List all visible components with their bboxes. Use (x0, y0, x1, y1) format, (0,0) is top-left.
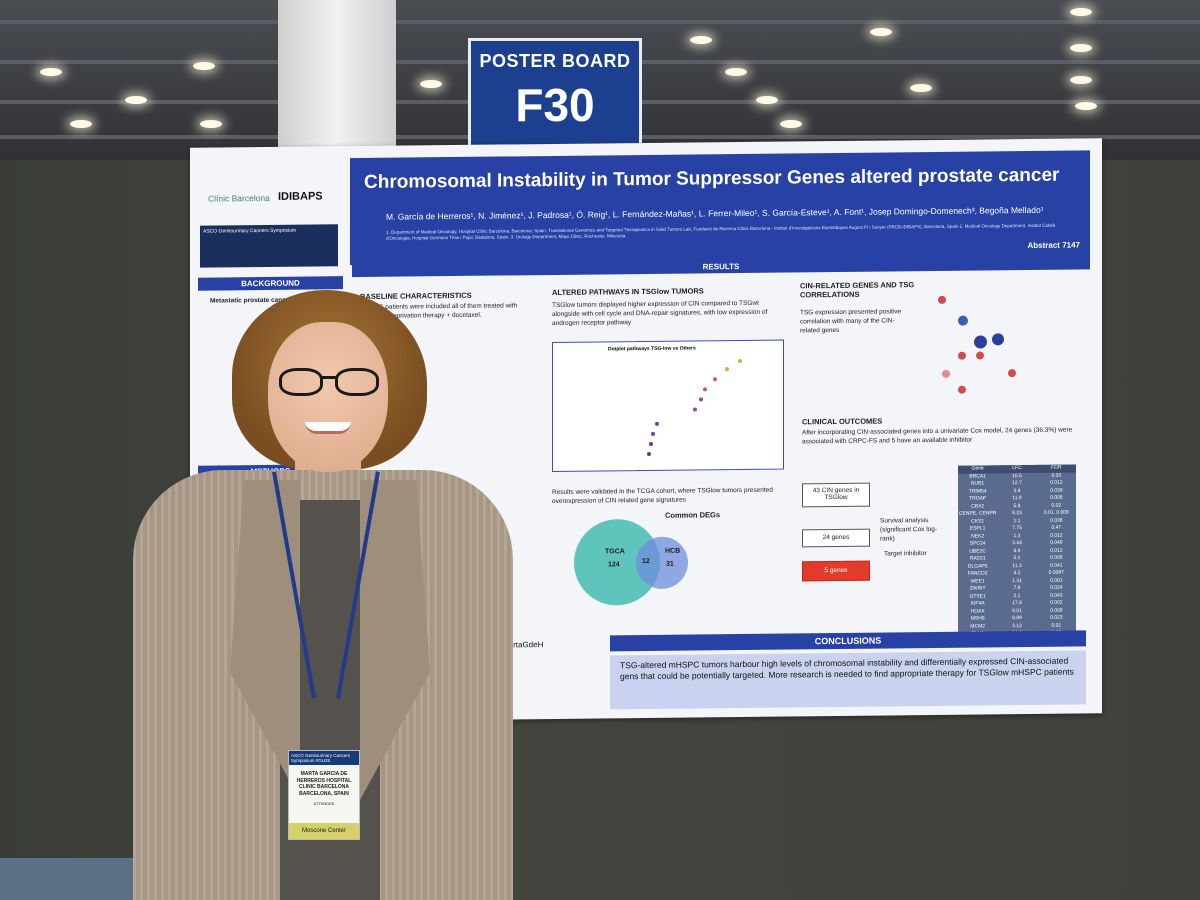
conclusions-text: TSG-altered mHSPC tumors harbour high le… (610, 650, 1086, 710)
altered-pathways-text: TSGlow tumors displayed higher expressio… (552, 299, 768, 327)
glasses-left-lens (279, 368, 323, 396)
flow-box-43-genes: 43 CIN genes in TSGlow (802, 482, 870, 508)
flow-box-5-genes: 5 genes (802, 560, 870, 582)
pillar (278, 0, 396, 150)
conclusions-bar: CONCLUSIONS (610, 630, 1086, 652)
cin-text: TSG expression presented positive correl… (800, 308, 902, 334)
common-degs-label: Common DEGs (665, 510, 721, 520)
baseline-title: BASELINE CHARACTERISTICS (360, 290, 472, 301)
sign-number: F30 (515, 79, 595, 131)
abstract-number: Abstract 7147 (1027, 240, 1080, 251)
badge-footer: Moscone Center (289, 823, 359, 839)
flow-box-24-genes: 24 genes (802, 528, 870, 548)
poster-title: Chromosomal Instability in Tumor Suppres… (364, 164, 1060, 193)
gene-table: Gene LFC FDR BRCA1 10.5 0.03 BUB1 12.7 0.012 TRIM… (958, 464, 1076, 646)
poster-affiliations: 1. Department of Medical Oncology, Hospi… (386, 222, 1056, 242)
clinic-logo: Clínic Barcelona (208, 192, 270, 204)
badge-name: MARTA GARCIA DE HERREROS HOSPITAL CLINIC… (296, 771, 352, 797)
venn-overlap: 12 (642, 557, 650, 566)
badge-role: ATTENDEE (313, 801, 335, 806)
conference-badge: ASCO Genitourinary Cancers Symposium #GU… (288, 750, 360, 840)
dotplot-chart: Dotplot pathways TSG-low vs Others (552, 339, 784, 472)
background-bar: BACKGROUND (198, 276, 343, 291)
glasses-right-lens (335, 368, 379, 396)
smile (305, 422, 351, 434)
validation-text: Results were validated in the TCGA cohor… (552, 486, 773, 505)
asco-logo: ASCO Genitourinary Cancers Symposium (200, 224, 338, 268)
clinical-outcomes-title: CLINICAL OUTCOMES (802, 416, 883, 427)
sign-label: POSTER BOARD (479, 51, 631, 71)
flow-note-survival: Survival analysis (significant Cox log-r… (880, 517, 938, 543)
badge-header: ASCO Genitourinary Cancers Symposium #GU… (289, 751, 359, 765)
altered-pathways-title: ALTERED PATHWAYS IN TSGlow TUMORS (552, 286, 704, 297)
cin-title: CIN-RELATED GENES AND TSG CORRELATIONS (800, 280, 915, 300)
woman-face (268, 322, 388, 472)
venn-count-b: 31 (666, 560, 674, 568)
glasses-bridge (321, 376, 336, 379)
poster-logos: Clínic Barcelona IDIBAPS ASCO Genitourin… (198, 176, 343, 268)
dotplot-title: Dotplot pathways TSG-low vs Others (608, 345, 696, 353)
clinical-outcomes-text: After incorporating CIN-associated genes… (802, 426, 1073, 446)
venn-label-a: TGCA (605, 548, 625, 556)
venn-label-b: HCB (665, 547, 681, 555)
poster-authors: M. García de Herreros¹, N. Jiménez¹, J. … (386, 204, 1044, 222)
idibaps-logo: IDIBAPS (278, 190, 323, 203)
correlation-heatmap (928, 289, 1056, 410)
venn-count-a: 124 (608, 561, 620, 569)
poster-board-sign: POSTER BOARD F30 (468, 38, 642, 153)
poster-header: Chromosomal Instability in Tumor Suppres… (350, 150, 1090, 266)
flow-note-inhibitor: Target inhibitor (884, 550, 927, 558)
